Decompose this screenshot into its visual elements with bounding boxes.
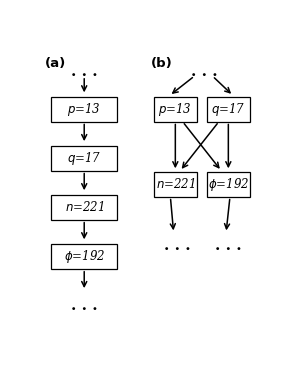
- Text: $n$=221: $n$=221: [64, 200, 104, 214]
- Text: $n$=221: $n$=221: [156, 177, 195, 191]
- Text: $q$=17: $q$=17: [67, 150, 101, 167]
- FancyBboxPatch shape: [154, 97, 197, 122]
- Text: . . .: . . .: [191, 65, 217, 80]
- Text: (a): (a): [44, 57, 66, 69]
- Text: $\phi$=192: $\phi$=192: [64, 248, 105, 265]
- Text: . . .: . . .: [215, 238, 242, 253]
- Text: . . .: . . .: [71, 65, 97, 80]
- Text: $q$=17: $q$=17: [211, 101, 245, 118]
- Text: . . .: . . .: [164, 238, 190, 253]
- FancyBboxPatch shape: [51, 244, 117, 269]
- Text: . . .: . . .: [71, 299, 97, 314]
- FancyBboxPatch shape: [51, 146, 117, 171]
- FancyBboxPatch shape: [51, 195, 117, 220]
- FancyBboxPatch shape: [51, 97, 117, 122]
- Text: $\phi$=192: $\phi$=192: [208, 176, 249, 193]
- FancyBboxPatch shape: [154, 172, 197, 196]
- FancyBboxPatch shape: [207, 172, 250, 196]
- Text: (b): (b): [150, 57, 172, 69]
- FancyBboxPatch shape: [207, 97, 250, 122]
- Text: $p$=13: $p$=13: [158, 101, 192, 118]
- Text: $p$=13: $p$=13: [67, 101, 101, 118]
